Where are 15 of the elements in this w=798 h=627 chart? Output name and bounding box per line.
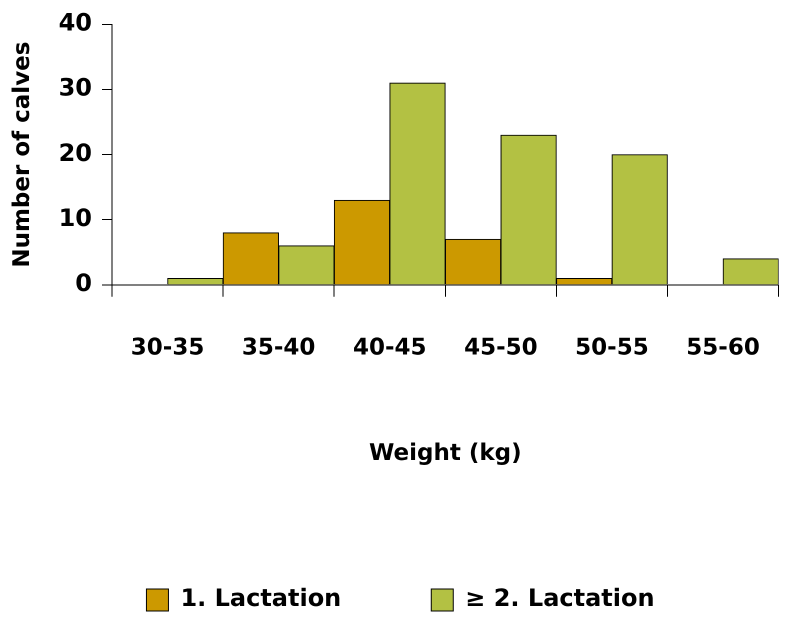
- x-tick-label: 40-45: [352, 334, 427, 361]
- x-tick-label: 45-50: [464, 334, 538, 361]
- y-tick-label: 30: [58, 74, 92, 102]
- x-tick-label: 30-35: [130, 334, 204, 361]
- y-tick-label: 40: [58, 8, 92, 37]
- x-axis-title: Weight (kg): [368, 440, 522, 466]
- y-tick-label: 10: [58, 204, 92, 232]
- x-tick-label: 50-55: [575, 334, 649, 361]
- y-tick-label: 20: [58, 138, 92, 167]
- x-tick-label: 35-40: [242, 334, 316, 361]
- legend-label: ≥ 2. Lactation: [465, 584, 655, 612]
- x-tick-label: 55-60: [686, 334, 760, 361]
- y-axis-title: Number of calves: [8, 42, 35, 268]
- y-tick-label: 0: [75, 269, 92, 298]
- legend-label: 1. Lactation: [180, 584, 342, 612]
